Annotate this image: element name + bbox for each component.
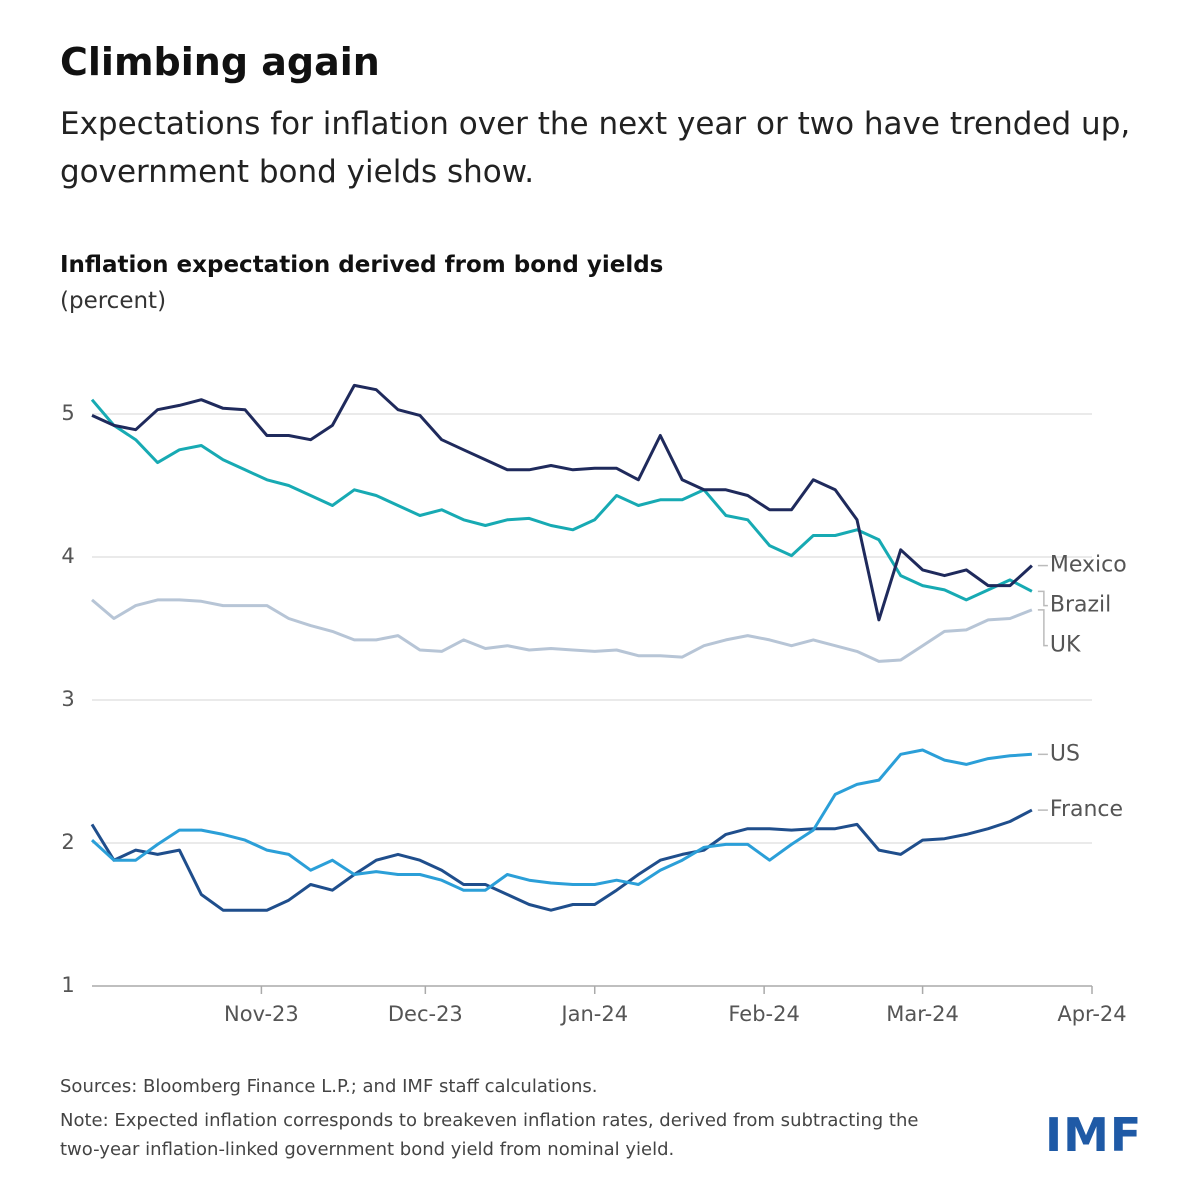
chart: 1 2 3 4 5 Nov-23 Dec-23 Jan-24 Feb-24 Mar-24 Apr-2… xyxy=(61,383,1127,1026)
note: Note: Expected inflation corresponds to … xyxy=(60,1110,919,1160)
legend-label: UK xyxy=(1050,633,1081,658)
x-tick-label: Feb-24 xyxy=(728,1002,799,1026)
legend-label: Brazil xyxy=(1050,593,1111,618)
legend-label: France xyxy=(1050,797,1123,822)
x-tick-label: Dec-23 xyxy=(388,1002,463,1026)
x-tick-label: Nov-23 xyxy=(224,1002,299,1026)
y-tick-label: 4 xyxy=(61,544,74,568)
label-connector xyxy=(1037,609,1048,647)
legend-label: US xyxy=(1050,741,1080,766)
series-line xyxy=(90,398,1033,602)
series-line xyxy=(90,748,1033,892)
series-line xyxy=(91,383,1033,622)
legend-label: Mexico xyxy=(1050,553,1127,578)
y-tick-label: 2 xyxy=(61,830,74,854)
y-tick-label: 3 xyxy=(61,687,74,711)
label-connector xyxy=(1037,590,1048,607)
y-axis-label: (percent) xyxy=(60,288,167,314)
x-tick-label: Apr-24 xyxy=(1057,1002,1126,1026)
title: Climbing again xyxy=(60,40,380,84)
y-tick-label: 5 xyxy=(61,401,74,425)
series-line xyxy=(90,808,1033,912)
x-tick-label: Mar-24 xyxy=(886,1002,959,1026)
series-line xyxy=(91,598,1033,663)
chart-title: Inflation expectation derived from bond … xyxy=(60,252,664,278)
subtitle: Expectations for inflation over the next… xyxy=(60,106,1131,190)
x-tick-label: Jan-24 xyxy=(559,1002,628,1026)
logo: IMF xyxy=(1045,1108,1143,1162)
sources: Sources: Bloomberg Finance L.P.; and IMF… xyxy=(60,1076,598,1097)
y-tick-label: 1 xyxy=(61,973,74,997)
